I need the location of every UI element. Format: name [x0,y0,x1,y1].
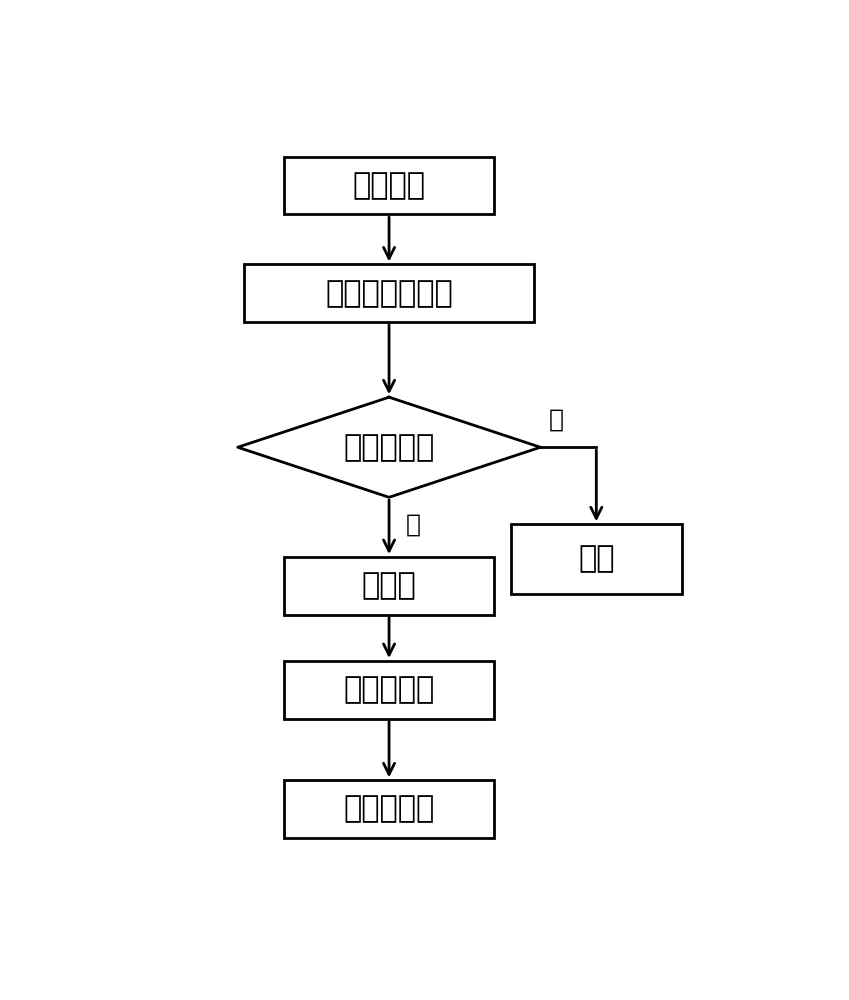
FancyBboxPatch shape [245,264,534,322]
FancyBboxPatch shape [284,157,494,214]
FancyBboxPatch shape [284,557,494,615]
Text: 原始数据: 原始数据 [352,171,425,200]
Text: 剪裁成指定大小: 剪裁成指定大小 [325,279,453,308]
Text: 划分数据集: 划分数据集 [344,795,435,824]
Text: 合理性判断: 合理性判断 [344,433,435,462]
FancyBboxPatch shape [284,661,494,719]
Text: 是: 是 [406,512,420,536]
Text: 归一化处理: 归一化处理 [344,675,435,704]
Polygon shape [238,397,540,497]
FancyBboxPatch shape [284,780,494,838]
Text: 贴标签: 贴标签 [362,571,416,600]
Text: 否: 否 [548,408,563,432]
Text: 剔除: 剔除 [578,544,615,573]
FancyBboxPatch shape [511,524,682,594]
